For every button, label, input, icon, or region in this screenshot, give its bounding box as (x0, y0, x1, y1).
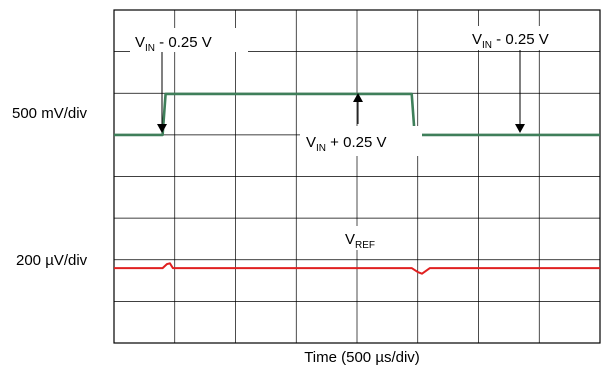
arrow-left-head (157, 124, 167, 133)
channel-scale-bottom: 200 µV/div (16, 252, 88, 269)
arrow-mid-head (353, 93, 363, 102)
arrow-right-head (515, 124, 525, 133)
annotation-base: V (472, 31, 482, 48)
annotation-rest: - 0.25 V (155, 34, 212, 51)
annotation-sub: IN (316, 143, 326, 154)
annotation-base: V (345, 231, 355, 248)
channel-scale-top: 500 mV/div (12, 105, 88, 122)
annotation-sub: IN (145, 43, 155, 54)
annotation-rest: - 0.25 V (492, 31, 549, 48)
annotation-vin-minus-right: VIN - 0.25 V (472, 31, 549, 51)
traces (114, 92, 600, 275)
annotation-bg-right (466, 26, 584, 50)
annotation-vin-plus: VIN + 0.25 V (306, 134, 386, 154)
annotation-bg-left (130, 28, 248, 52)
x-axis-label: Time (500 µs/div) (304, 349, 420, 366)
plot-frame (113, 9, 601, 344)
annotation-base: V (135, 34, 145, 51)
annotation-sub: IN (482, 40, 492, 51)
annotation-base: V (306, 134, 316, 151)
annotation-vin-minus-left: VIN - 0.25 V (135, 34, 212, 54)
annotation-rest: + 0.25 V (326, 134, 386, 151)
grid (114, 10, 600, 343)
annotation-sub: REF (355, 240, 375, 251)
annotation-arrows (157, 50, 525, 133)
annotation-bg-vref (340, 226, 392, 250)
annotation-bg-mid (300, 126, 422, 156)
trace-vref (114, 262, 600, 275)
annotation-vref: VREF (345, 231, 375, 251)
trace-input-step (114, 92, 600, 137)
